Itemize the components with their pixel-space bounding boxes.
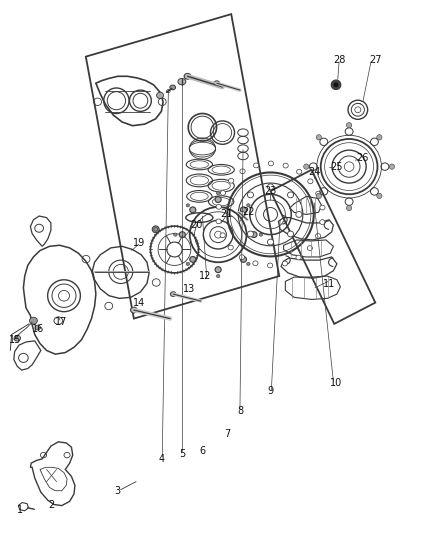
Text: 20: 20 [190, 220, 202, 230]
Ellipse shape [316, 191, 321, 196]
Ellipse shape [156, 92, 163, 99]
Ellipse shape [283, 261, 287, 266]
Text: 13: 13 [183, 284, 195, 294]
Ellipse shape [287, 192, 293, 198]
Ellipse shape [296, 255, 301, 260]
Text: 17: 17 [55, 317, 67, 327]
Ellipse shape [247, 262, 250, 265]
Ellipse shape [268, 239, 274, 245]
Ellipse shape [220, 190, 226, 195]
Ellipse shape [228, 245, 233, 250]
Ellipse shape [253, 261, 258, 265]
Ellipse shape [254, 163, 259, 168]
Text: 5: 5 [179, 449, 185, 458]
Text: 21: 21 [221, 209, 233, 220]
Text: 16: 16 [32, 324, 44, 334]
Ellipse shape [304, 164, 309, 169]
Ellipse shape [308, 179, 313, 184]
Ellipse shape [184, 74, 191, 79]
Ellipse shape [239, 212, 245, 217]
Text: 25: 25 [330, 161, 342, 172]
Ellipse shape [268, 184, 274, 190]
Text: 11: 11 [323, 279, 335, 288]
Text: 8: 8 [237, 406, 243, 416]
Ellipse shape [179, 232, 185, 238]
Ellipse shape [240, 207, 247, 213]
Text: 3: 3 [115, 486, 121, 496]
Ellipse shape [377, 135, 382, 140]
Ellipse shape [247, 204, 250, 207]
Text: 10: 10 [330, 378, 342, 389]
Ellipse shape [220, 233, 225, 238]
Ellipse shape [297, 169, 302, 174]
Text: 27: 27 [369, 55, 381, 66]
Ellipse shape [240, 256, 247, 262]
Ellipse shape [316, 193, 321, 199]
Ellipse shape [14, 335, 21, 341]
Ellipse shape [35, 325, 40, 330]
Ellipse shape [315, 233, 321, 238]
Ellipse shape [216, 274, 220, 278]
Ellipse shape [229, 179, 234, 183]
Text: 26: 26 [356, 152, 368, 163]
Ellipse shape [320, 220, 325, 224]
Ellipse shape [173, 233, 177, 236]
Text: 14: 14 [134, 297, 146, 308]
Ellipse shape [178, 78, 186, 85]
Ellipse shape [346, 205, 352, 211]
Ellipse shape [247, 231, 254, 237]
Ellipse shape [190, 256, 196, 262]
Ellipse shape [320, 205, 325, 210]
Text: 15: 15 [8, 335, 21, 345]
Ellipse shape [346, 123, 352, 128]
Ellipse shape [283, 163, 288, 168]
Ellipse shape [240, 169, 245, 174]
Text: 28: 28 [333, 55, 345, 66]
Text: 9: 9 [268, 386, 274, 397]
Text: 2: 2 [48, 499, 54, 510]
Text: 23: 23 [264, 186, 277, 196]
Ellipse shape [190, 207, 196, 213]
Text: 1: 1 [17, 505, 23, 515]
Ellipse shape [287, 231, 293, 237]
Text: 4: 4 [158, 454, 164, 464]
Text: 7: 7 [225, 429, 231, 439]
Ellipse shape [29, 317, 37, 324]
Ellipse shape [170, 85, 176, 90]
Ellipse shape [389, 164, 395, 169]
Text: 12: 12 [199, 271, 211, 281]
Ellipse shape [268, 161, 273, 166]
Ellipse shape [216, 191, 220, 195]
Ellipse shape [268, 263, 273, 268]
Ellipse shape [333, 82, 339, 87]
Ellipse shape [307, 246, 312, 251]
Text: 19: 19 [134, 238, 146, 248]
Ellipse shape [215, 266, 221, 272]
Ellipse shape [186, 204, 190, 207]
Ellipse shape [215, 197, 221, 203]
Ellipse shape [131, 307, 138, 313]
Ellipse shape [331, 80, 341, 90]
Ellipse shape [316, 135, 321, 140]
Ellipse shape [296, 212, 302, 217]
Ellipse shape [216, 219, 221, 224]
Text: 24: 24 [308, 167, 320, 177]
Ellipse shape [186, 262, 190, 265]
Ellipse shape [216, 205, 221, 209]
Ellipse shape [251, 232, 257, 238]
Ellipse shape [247, 192, 254, 198]
Text: 6: 6 [199, 447, 205, 456]
Ellipse shape [377, 193, 382, 199]
Ellipse shape [152, 226, 159, 233]
Text: 22: 22 [243, 207, 255, 217]
Ellipse shape [170, 292, 176, 296]
Ellipse shape [259, 233, 263, 236]
Ellipse shape [239, 255, 244, 260]
Ellipse shape [214, 81, 219, 86]
